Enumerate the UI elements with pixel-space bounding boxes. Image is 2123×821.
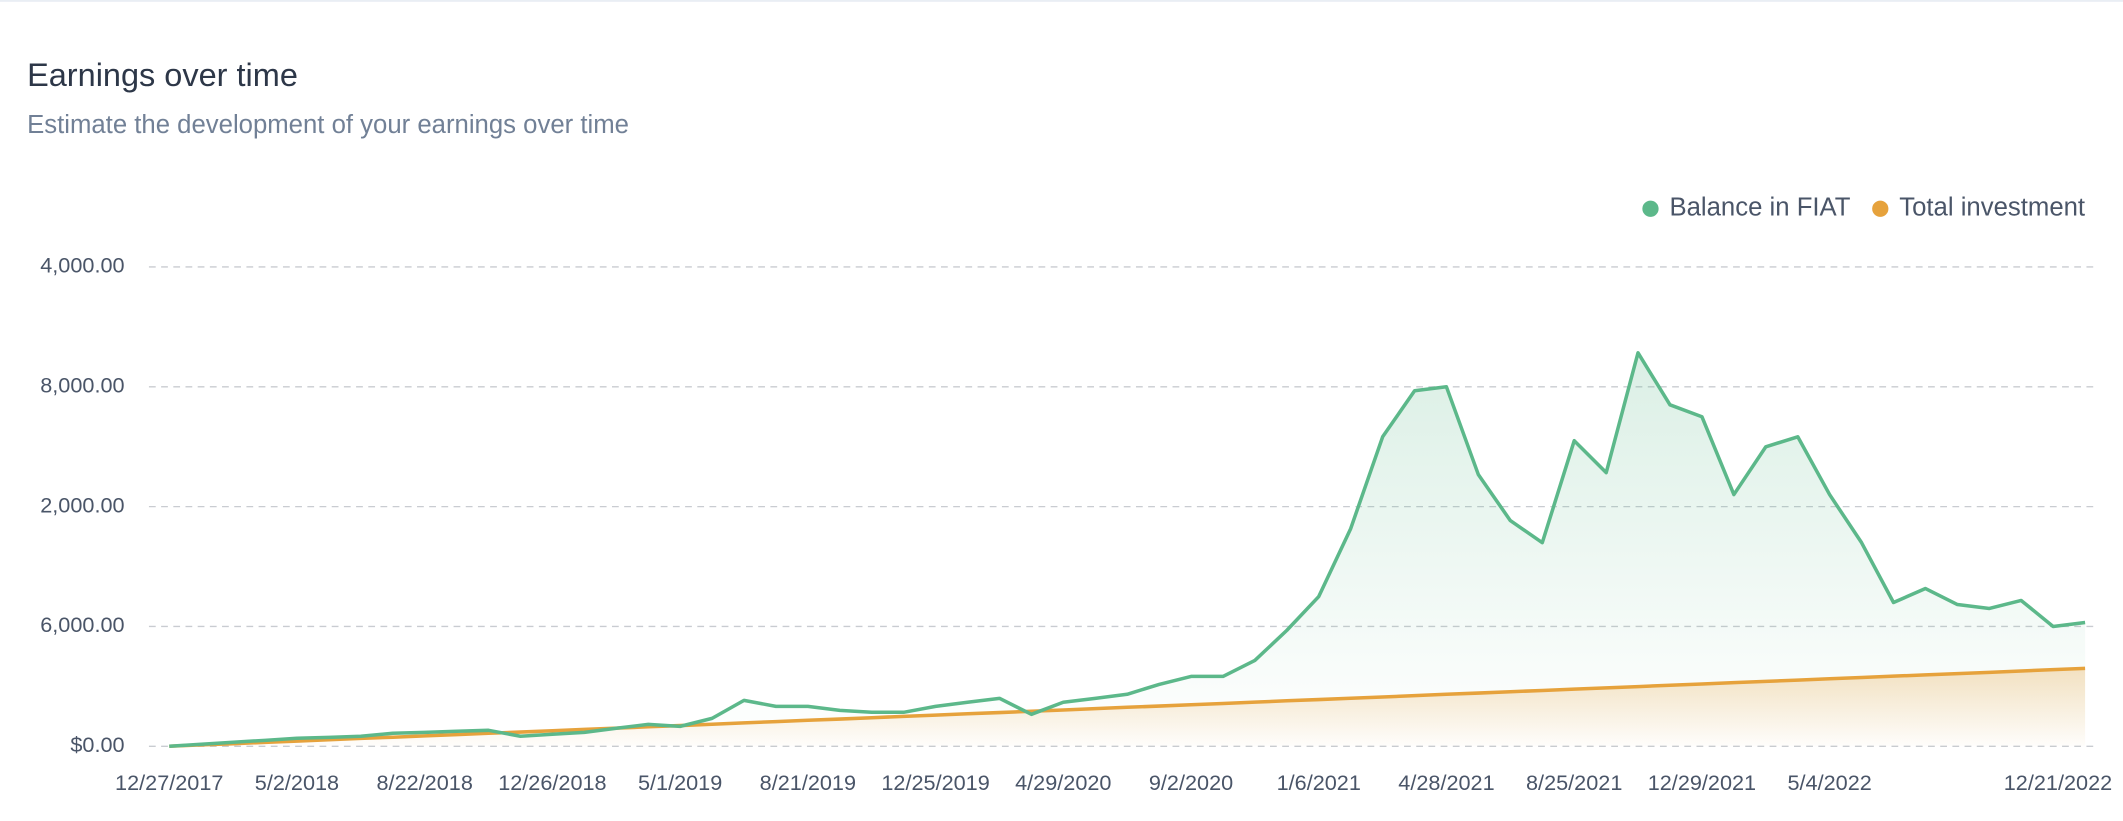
x-tick-label: 12/25/2019 — [881, 770, 989, 795]
x-tick-label: 12/27/2017 — [115, 770, 223, 795]
x-tick-label: 5/4/2022 — [1787, 770, 1871, 795]
y-tick-label: 6,000.00 — [40, 612, 124, 637]
x-tick-label: 4/28/2021 — [1398, 770, 1494, 795]
y-tick-label: $0.00 — [70, 732, 124, 757]
x-tick-label: 4/29/2020 — [1015, 770, 1111, 795]
x-tick-label: 5/1/2019 — [638, 770, 722, 795]
series-line — [169, 351, 2086, 749]
x-tick-label: 1/6/2021 — [1277, 770, 1361, 795]
x-tick-label: 9/2/2020 — [1149, 770, 1233, 795]
legend-label: Balance in FIAT — [1669, 194, 1850, 222]
x-tick-label: 8/22/2018 — [377, 770, 473, 795]
x-tick-label: 12/26/2018 — [498, 770, 606, 795]
chart-title: Earnings over time — [27, 57, 298, 93]
legend-marker — [1642, 200, 1659, 217]
x-tick-label: 5/2/2018 — [255, 770, 339, 795]
x-tick-label: 8/25/2021 — [1526, 770, 1622, 795]
legend-marker — [1872, 200, 1889, 217]
y-tick-label: 8,000.00 — [40, 373, 124, 398]
y-tick-label: 2,000.00 — [40, 492, 124, 517]
y-tick-label: 4,000.00 — [40, 253, 124, 278]
x-tick-label: 8/21/2019 — [760, 770, 856, 795]
chart-subtitle: Estimate the development of your earning… — [27, 111, 629, 139]
x-tick-label: 12/29/2021 — [1648, 770, 1756, 795]
series-line — [169, 666, 2086, 749]
x-tick-label: 12/21/2022 — [2004, 770, 2112, 795]
series-area — [169, 352, 2086, 747]
legend-label: Total investment — [1899, 194, 2085, 222]
